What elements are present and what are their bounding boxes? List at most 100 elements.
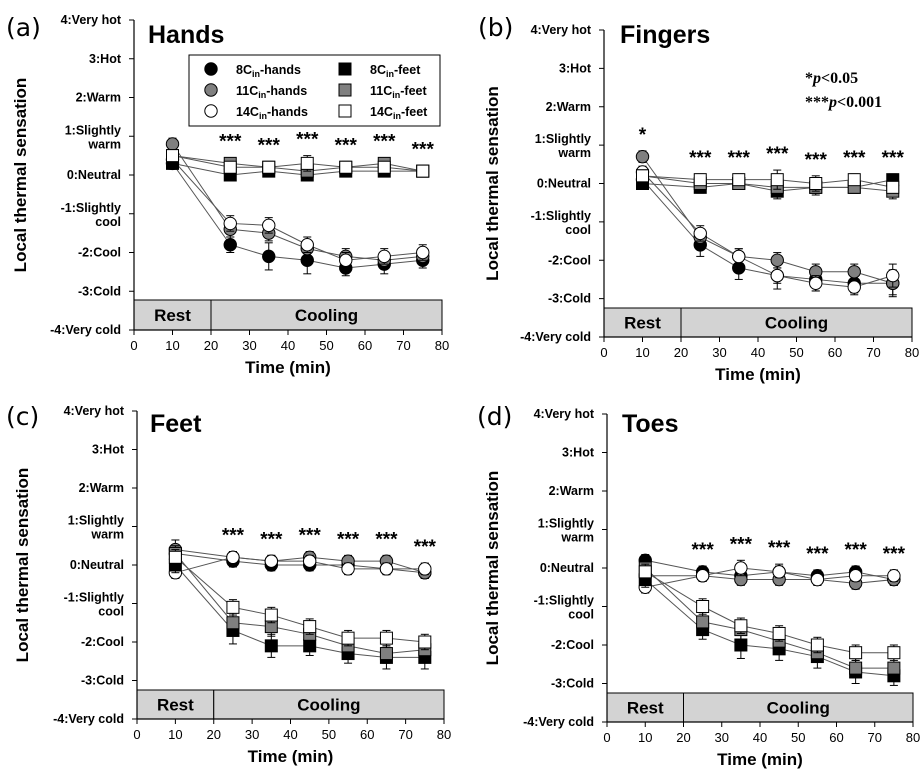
significance-marker: *** xyxy=(882,148,905,169)
y-tick-label: cool xyxy=(568,608,594,622)
data-point-square xyxy=(418,635,432,649)
x-tick-label: 0 xyxy=(133,727,140,742)
data-point-circle xyxy=(223,216,237,231)
x-tick-label: 20 xyxy=(204,338,218,353)
series-markers-11cin-hands xyxy=(635,149,900,296)
y-tick-label: 1:Slightly xyxy=(538,517,594,531)
y-tick-label: -2:Cool xyxy=(81,635,124,649)
data-point-circle xyxy=(693,226,707,241)
x-tick-label: 20 xyxy=(207,727,221,742)
y-tick-label: -4:Very cold xyxy=(520,330,591,344)
data-point-circle xyxy=(810,572,825,587)
data-point-square xyxy=(339,160,353,174)
x-axis-label: Time (min) xyxy=(248,747,334,766)
y-tick-label: warm xyxy=(557,146,591,160)
x-tick-label: 60 xyxy=(829,730,843,745)
series-markers-14cin-hands xyxy=(168,550,432,580)
y-axis-label: Local thermal sensation xyxy=(13,468,32,663)
data-point-square xyxy=(379,631,393,645)
data-point-square xyxy=(770,173,784,187)
data-point-square xyxy=(772,626,786,640)
data-point-circle xyxy=(262,218,276,233)
p-value-note: ***p<0.001 xyxy=(805,94,882,111)
y-axis-label: Local thermal sensation xyxy=(483,86,502,281)
phase-band-cooling xyxy=(680,307,913,338)
data-point-square xyxy=(264,608,278,622)
significance-marker: *** xyxy=(730,534,753,555)
x-tick-label: 20 xyxy=(676,730,690,745)
data-point-circle xyxy=(341,562,355,576)
x-tick-label: 50 xyxy=(791,730,805,745)
data-point-square xyxy=(696,600,710,613)
significance-marker: *** xyxy=(260,529,283,550)
y-tick-label: 4:Very hot xyxy=(61,13,122,27)
phase-band-rest xyxy=(133,299,212,331)
x-tick-label: 30 xyxy=(712,345,726,360)
series-markers-14cin-hands xyxy=(638,559,901,594)
y-tick-label: warm xyxy=(90,528,124,542)
phase-band-cooling xyxy=(213,689,445,720)
chart-panel-c: Rest Cooling 4:Very hot 3:Hot 2:Warm 1:Slight… xyxy=(6,402,451,766)
y-tick-label: -2:Cool xyxy=(78,246,121,260)
chart-panel-a: Rest Cooling 4:Very hot 3:Hot 2:Warm 1:Slight… xyxy=(6,13,449,377)
data-point-square xyxy=(303,620,317,634)
data-point-square xyxy=(732,173,746,187)
x-tick-label: 50 xyxy=(319,338,333,353)
data-point-circle xyxy=(226,550,240,564)
y-tick-label: 1:Slightly xyxy=(535,132,591,146)
legend-box xyxy=(188,54,441,127)
y-tick-label: 4:Very hot xyxy=(531,23,592,37)
x-tick-label: 70 xyxy=(398,727,412,742)
data-point-circle xyxy=(847,280,861,294)
data-point-square xyxy=(693,173,707,187)
phase-label-cooling: Cooling xyxy=(765,314,828,333)
y-tick-label: 0:Neutral xyxy=(537,177,591,191)
panel-letter: (b) xyxy=(478,13,513,42)
y-tick-label: 2:Warm xyxy=(546,100,591,114)
significance-marker: *** xyxy=(373,132,396,153)
significance-marker: *** xyxy=(768,538,791,559)
data-point-square xyxy=(810,638,824,652)
legend-marker xyxy=(204,83,218,97)
series-markers-14cin-feet xyxy=(636,169,900,194)
y-tick-label: 4:Very hot xyxy=(64,404,125,418)
y-tick-label: -1:Slightly xyxy=(64,591,124,605)
data-point-square xyxy=(847,173,861,187)
significance-marker: *** xyxy=(258,135,281,156)
y-axis-label: Local thermal sensation xyxy=(483,471,502,666)
legend-marker xyxy=(204,62,218,76)
x-tick-label: 10 xyxy=(638,730,652,745)
data-point-square xyxy=(300,156,314,170)
y-tick-label: -2:Cool xyxy=(548,253,591,267)
y-tick-label: 3:Hot xyxy=(92,443,125,457)
y-tick-label: -3:Cold xyxy=(551,677,594,691)
phase-label-rest: Rest xyxy=(154,306,191,325)
significance-marker: *** xyxy=(414,537,437,558)
y-tick-label: cool xyxy=(98,605,124,619)
y-tick-label: warm xyxy=(87,137,121,151)
data-point-square xyxy=(226,600,240,614)
y-tick-label: 2:Warm xyxy=(549,484,594,498)
y-tick-label: -4:Very cold xyxy=(50,323,121,337)
data-point-circle xyxy=(223,238,237,252)
data-point-circle xyxy=(635,149,650,164)
x-tick-label: 60 xyxy=(828,345,842,360)
data-point-square xyxy=(168,550,182,564)
significance-marker: *** xyxy=(222,526,245,547)
y-tick-label: -4:Very cold xyxy=(523,715,594,729)
x-tick-label: 0 xyxy=(130,338,137,353)
x-tick-label: 10 xyxy=(165,338,179,353)
y-tick-label: -2:Cool xyxy=(551,638,594,652)
data-point-square xyxy=(809,177,823,190)
x-tick-label: 0 xyxy=(603,730,610,745)
panel-letter: (d) xyxy=(477,402,512,431)
significance-marker: *** xyxy=(337,529,360,550)
y-tick-label: cool xyxy=(565,223,591,237)
data-point-circle xyxy=(772,565,786,579)
significance-marker: *** xyxy=(296,130,319,151)
x-axis-label: Time (min) xyxy=(717,750,803,769)
significance-marker: *** xyxy=(335,135,358,156)
y-axis-label: Local thermal sensation xyxy=(11,78,30,273)
data-point-circle xyxy=(809,276,823,290)
